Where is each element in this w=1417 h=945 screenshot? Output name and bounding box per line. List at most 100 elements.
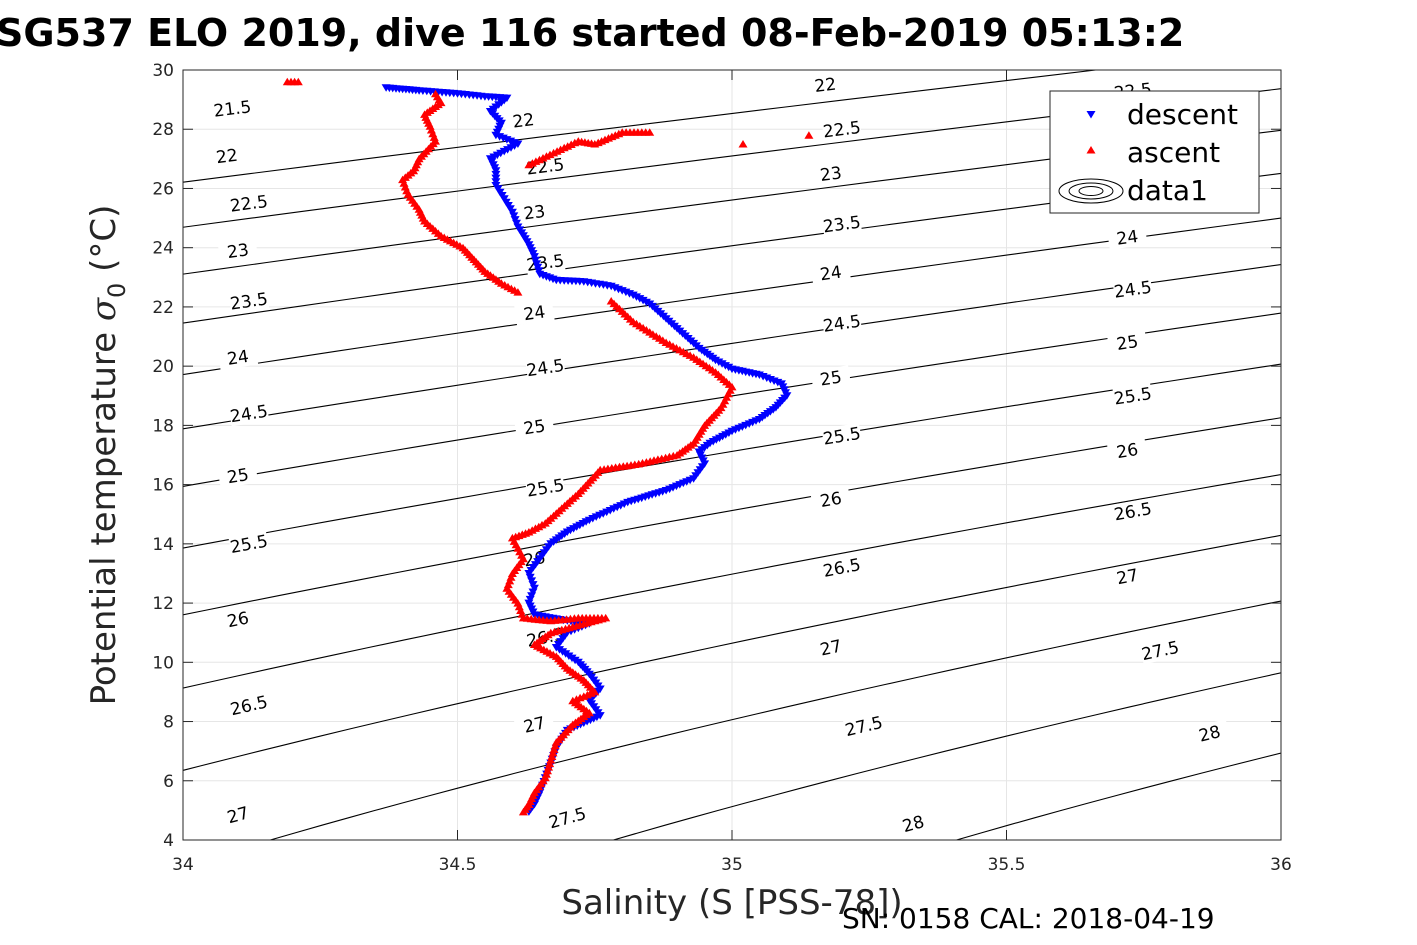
contour-label-bg [821,310,863,336]
contour-label-text: 25 [226,465,251,488]
contour-label-bg [821,211,862,237]
contour-label: 22 [805,72,846,97]
contour-label: 23.5 [821,211,862,237]
contour-label-bg [1107,329,1148,356]
contour-label-bg [892,808,935,839]
chart-title: SG537 ELO 2019, dive 116 started 08-Feb-… [0,11,1184,55]
contour-label: 24.5 [1112,276,1153,303]
contour-label: 26 [1106,437,1148,464]
contour-label-text: 24 [819,262,843,285]
contour-label-text: 24 [522,302,546,325]
contour-label-bg [810,161,851,187]
legend-contour-icon [1058,178,1124,204]
contour-label-text: 26 [819,489,844,512]
y-tick-label: 30 [152,61,174,81]
contour-label: 27 [216,800,259,830]
footer-calibration: SN: 0158 CAL: 2018-04-19 [842,902,1215,935]
y-tick-label: 20 [152,357,174,377]
contour-label-bg [525,354,566,381]
contour-label-bg [514,199,555,225]
contour-label-bg [513,710,556,739]
contour-label: 22 [206,143,248,169]
contour-label: 24.5 [228,400,270,427]
contour-label: 24 [810,260,851,286]
density-contour-line [183,534,1281,771]
contour-label-bg [216,800,259,830]
legend: descent ascent data1 [1049,90,1260,214]
ascent-point [738,140,748,148]
density-contour-line [183,88,1281,228]
contour-label-bg [206,143,248,169]
contour-label: 22.5 [228,190,270,217]
contour-label-bg [503,108,544,133]
contour-label-bg [228,400,270,427]
density-contour-line [183,312,1281,487]
contour-label-bg [228,288,270,314]
contour-label-text: 22.5 [229,192,269,217]
contour-label-bg [810,486,852,513]
contour-label-text: 22 [512,110,536,132]
y-axis-label-text: Potential temperature [84,321,124,705]
contour-label-text: 24 [226,347,250,370]
contour-label-bg [1112,498,1154,525]
y-tick-label: 10 [152,653,174,673]
ascent-point [518,807,528,816]
descent-point [513,140,523,148]
y-tick-label: 4 [163,831,174,851]
contour-label-bg [842,711,885,741]
contour-label-bg [228,691,270,720]
contour-label-bg [228,190,270,216]
y-tick-label: 18 [152,416,174,436]
y-tick-label: 8 [163,713,174,733]
x-tick-label: 34 [172,855,194,875]
contour-label-text: 21.5 [213,97,253,121]
contour-label-bg [805,72,846,97]
ascent-series [282,77,814,816]
contour-label-bg [1139,636,1181,665]
ascent-point [513,288,523,296]
contour-label-text: 24 [1115,227,1139,250]
density-contour-line [183,363,1281,549]
y-tick-label: 22 [152,298,174,318]
density-contour-line [183,129,1281,275]
contour-label-bg [1112,382,1154,409]
contour-label-bg [821,554,863,581]
contour-label: 25 [810,365,852,391]
y-tick-label: 28 [152,120,174,140]
contour-label: 24 [1107,224,1148,250]
legend-descent-marker [1086,111,1096,119]
descent-point [506,144,516,152]
contour-label-bg [217,462,259,489]
contour-label: 28 [892,808,935,839]
y-axis-label: Potential temperature σ0 (°C) [84,205,131,706]
contour-label-bg [810,365,852,391]
contour-label-bg [821,422,863,449]
contour-label-bg [228,530,270,558]
contour-label-text: 27 [818,636,843,660]
contour-label-text: 25 [1115,332,1139,355]
contour-label-text: 27 [522,713,548,737]
contour-label-bg [514,413,555,440]
contour-label-bg [810,633,852,662]
contour-label: 25 [514,413,555,440]
y-axis-label-unit: (°C) [84,205,124,283]
legend-descent-label: descent [1127,98,1238,131]
density-contour-line [183,70,1101,183]
legend-ascent-marker [1086,146,1096,154]
contour-label: 22 [503,108,544,133]
x-tick-label: 36 [1270,855,1292,875]
contour-label-bg [1107,224,1148,250]
contour-label-text: 26 [1115,440,1140,463]
contour-label-bg [546,803,589,833]
contour-label-text: 23 [226,240,250,263]
contour-label-text: 26 [226,608,251,632]
contour-label: 25 [217,462,259,489]
descent-point [499,147,509,156]
contour-label-text: 27 [1115,566,1140,590]
x-tick-label: 35 [721,855,743,875]
contour-label-text: 23 [522,202,546,225]
y-tick-label: 6 [163,772,174,792]
contour-label-bg [217,238,259,264]
contour-label: 21.5 [212,96,253,122]
